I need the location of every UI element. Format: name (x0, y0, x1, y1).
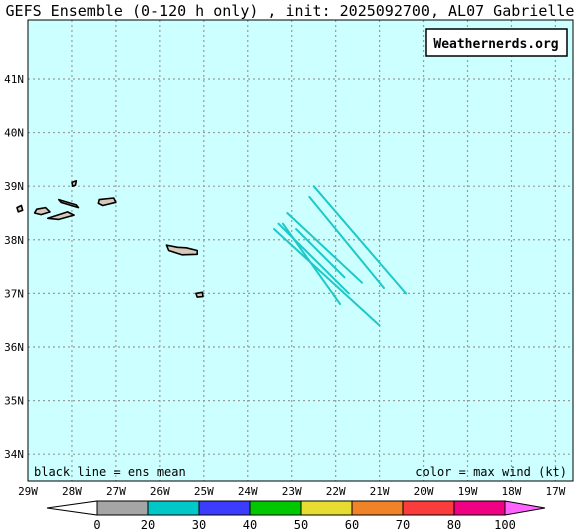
lon-tick-label: 20W (414, 485, 434, 498)
latitude-labels: 41N 40N 39N 38N 37N 36N 35N 34N (4, 73, 24, 461)
island-shape (33, 206, 51, 216)
colorbar-segment (453, 500, 506, 516)
colorbar-tick-label: 50 (294, 518, 308, 532)
island-shape (47, 211, 75, 221)
lat-tick-label: 41N (4, 73, 24, 86)
colorbar-tick-label: 20 (141, 518, 155, 532)
colorbar-tick-label: 30 (192, 518, 206, 532)
colorbar-tick-label: 40 (243, 518, 257, 532)
lon-tick-label: 22W (326, 485, 346, 498)
ensemble-track (273, 228, 381, 327)
lat-tick-label: 40N (4, 127, 24, 140)
colorbar-segment (249, 500, 302, 516)
colorbar-tick-label: 60 (345, 518, 359, 532)
ocean-background (28, 20, 573, 481)
chart-title: GEFS Ensemble (0-120 h only) , init: 202… (5, 2, 575, 20)
ensemble-track (312, 185, 407, 295)
brand-box[interactable]: Weathernerds.org (425, 28, 568, 57)
lon-tick-label: 25W (194, 485, 214, 498)
lon-tick-label: 23W (282, 485, 302, 498)
lon-tick-label: 19W (458, 485, 478, 498)
tracks-layer (273, 185, 407, 327)
colorbar-segment (300, 500, 353, 516)
island-shape (71, 180, 78, 187)
colorbar-tick-label: 100 (494, 518, 516, 532)
lon-tick-label: 21W (370, 485, 390, 498)
lon-tick-label: 29W (18, 485, 38, 498)
lon-tick-label: 26W (150, 485, 170, 498)
colorbar-segment (96, 500, 149, 516)
island-shape (97, 197, 117, 207)
lat-tick-label: 38N (4, 234, 24, 247)
lat-tick-label: 35N (4, 395, 24, 408)
lon-tick-label: 28W (62, 485, 82, 498)
footer-right-label: color = max wind (kt) (415, 465, 567, 479)
colorbar-segment (147, 500, 200, 516)
colorbar-segment (402, 500, 455, 516)
lon-tick-label: 24W (238, 485, 258, 498)
colorbar-left-arrow (46, 500, 98, 516)
colorbar-tick-label: 70 (396, 518, 410, 532)
island-shape (195, 291, 204, 298)
ensemble-track (286, 212, 363, 284)
ensemble-track (295, 228, 346, 279)
wind-colorbar: 0 20 30 40 50 60 70 80 100 (46, 500, 546, 532)
colorbar-tick-label: 80 (447, 518, 461, 532)
lon-tick-label: 27W (106, 485, 126, 498)
brand-label: Weathernerds.org (433, 37, 558, 52)
ensemble-track (308, 195, 385, 289)
grid-lines (28, 20, 573, 481)
islands-layer (16, 180, 204, 298)
colorbar-right-arrow (504, 500, 546, 516)
island-shape (58, 198, 80, 209)
lat-tick-label: 39N (4, 180, 24, 193)
longitude-labels: 29W 28W 27W 26W 25W 24W 23W 22W 21W 20W 19W 18W 17W (18, 485, 566, 498)
island-shape (16, 204, 24, 213)
lat-tick-label: 34N (4, 448, 24, 461)
colorbar-tick-label: 0 (93, 518, 100, 532)
lon-tick-label: 17W (545, 485, 565, 498)
colorbar-segment (198, 500, 251, 516)
lat-tick-label: 36N (4, 341, 24, 354)
map-frame (27, 19, 574, 482)
lon-tick-label: 18W (502, 485, 522, 498)
colorbar-segment (351, 500, 404, 516)
lat-tick-label: 37N (4, 287, 24, 300)
footer-left-label: black line = ens mean (34, 465, 186, 479)
island-shape (165, 244, 198, 256)
